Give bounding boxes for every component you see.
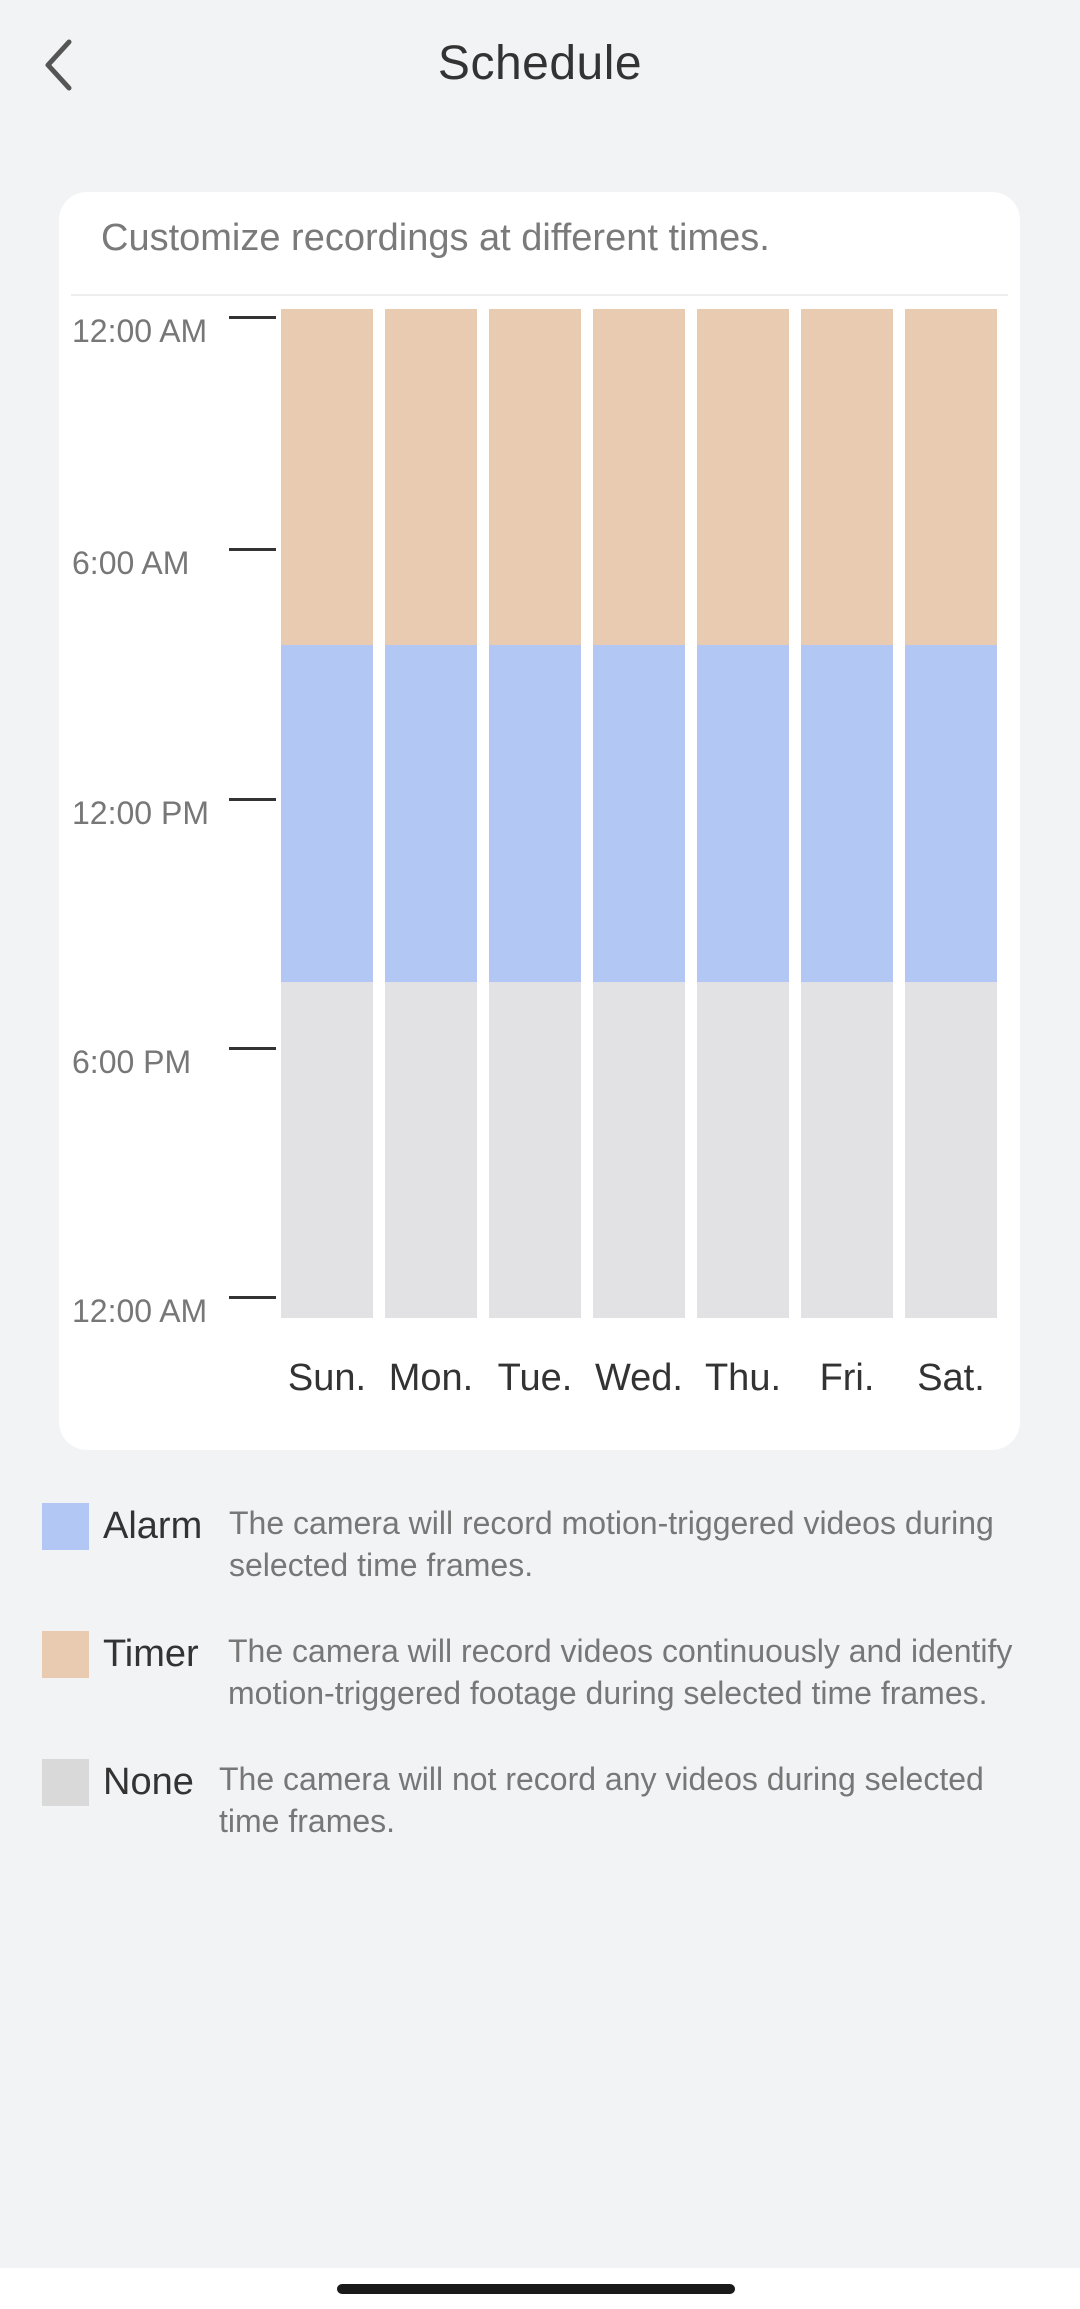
schedule-segment-timer[interactable] [905, 309, 997, 646]
back-button[interactable] [36, 30, 96, 100]
time-tick [229, 316, 276, 319]
schedule-segment-none[interactable] [801, 981, 893, 1318]
legend-swatch [42, 1759, 89, 1806]
legend-description: The camera will record videos continuous… [228, 1633, 1013, 1711]
time-label: 12:00 AM [72, 313, 208, 349]
schedule-segment-alarm[interactable] [801, 645, 893, 982]
day-label: Fri. [819, 1357, 875, 1399]
chevron-left-icon [45, 39, 72, 91]
schedule-segment-timer[interactable] [697, 309, 789, 646]
time-tick [229, 1296, 276, 1299]
schedule-segment-timer[interactable] [281, 309, 373, 646]
schedule-segment-none[interactable] [697, 981, 789, 1318]
schedule-segment-none[interactable] [489, 981, 581, 1318]
legend-swatch [42, 1631, 89, 1678]
day-column[interactable] [697, 309, 789, 1318]
card-subtitle: Customize recordings at different times. [101, 217, 770, 259]
time-tick [229, 548, 276, 551]
schedule-segment-alarm[interactable] [697, 645, 789, 982]
time-tick [229, 1047, 276, 1050]
day-label: Thu. [704, 1357, 782, 1399]
page-title: Schedule [437, 37, 643, 90]
day-column[interactable] [801, 309, 893, 1318]
schedule-segment-alarm[interactable] [489, 645, 581, 982]
schedule-segment-none[interactable] [905, 981, 997, 1318]
day-label: Tue. [497, 1357, 573, 1399]
day-label: Wed. [594, 1357, 683, 1399]
schedule-segment-alarm[interactable] [593, 645, 685, 982]
legend-description: The camera will not record any videos du… [219, 1761, 984, 1839]
header: Schedule [0, 0, 1080, 130]
day-column[interactable] [281, 309, 373, 1318]
time-label: 12:00 AM [72, 1293, 208, 1329]
time-tick [229, 798, 276, 801]
legend-swatch [42, 1503, 89, 1550]
schedule-segment-alarm[interactable] [905, 645, 997, 982]
day-column[interactable] [385, 309, 477, 1318]
legend-description: The camera will record motion-triggered … [229, 1505, 994, 1583]
day-column[interactable] [489, 309, 581, 1318]
time-label: 12:00 PM [72, 795, 209, 831]
schedule-segment-none[interactable] [281, 981, 373, 1318]
schedule-segment-none[interactable] [385, 981, 477, 1318]
day-label: Sun. [287, 1357, 367, 1399]
schedule-segment-timer[interactable] [801, 309, 893, 646]
legend-name: None [103, 1761, 194, 1803]
schedule-segment-alarm[interactable] [385, 645, 477, 982]
divider [71, 294, 1008, 296]
schedule-segment-none[interactable] [593, 981, 685, 1318]
schedule-segment-alarm[interactable] [281, 645, 373, 982]
time-label: 6:00 AM [72, 545, 190, 581]
schedule-segment-timer[interactable] [593, 309, 685, 646]
legend-name: Alarm [103, 1505, 203, 1547]
day-column[interactable] [905, 309, 997, 1318]
legend-name: Timer [103, 1633, 199, 1675]
home-indicator [337, 2284, 735, 2294]
schedule-card: Customize recordings at different times.… [59, 192, 1020, 1450]
schedule-segment-timer[interactable] [489, 309, 581, 646]
time-label: 6:00 PM [72, 1044, 192, 1080]
day-label: Sat. [917, 1357, 985, 1399]
schedule-segment-timer[interactable] [385, 309, 477, 646]
day-column[interactable] [593, 309, 685, 1318]
day-label: Mon. [388, 1357, 474, 1399]
